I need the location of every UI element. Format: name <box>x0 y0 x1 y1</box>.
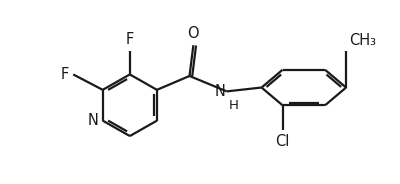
Text: H: H <box>228 99 238 112</box>
Text: O: O <box>188 26 199 41</box>
Text: N: N <box>214 84 225 99</box>
Text: CH₃: CH₃ <box>349 33 376 48</box>
Text: Cl: Cl <box>275 135 290 149</box>
Text: F: F <box>61 67 69 82</box>
Text: N: N <box>87 113 98 128</box>
Text: F: F <box>126 33 134 47</box>
